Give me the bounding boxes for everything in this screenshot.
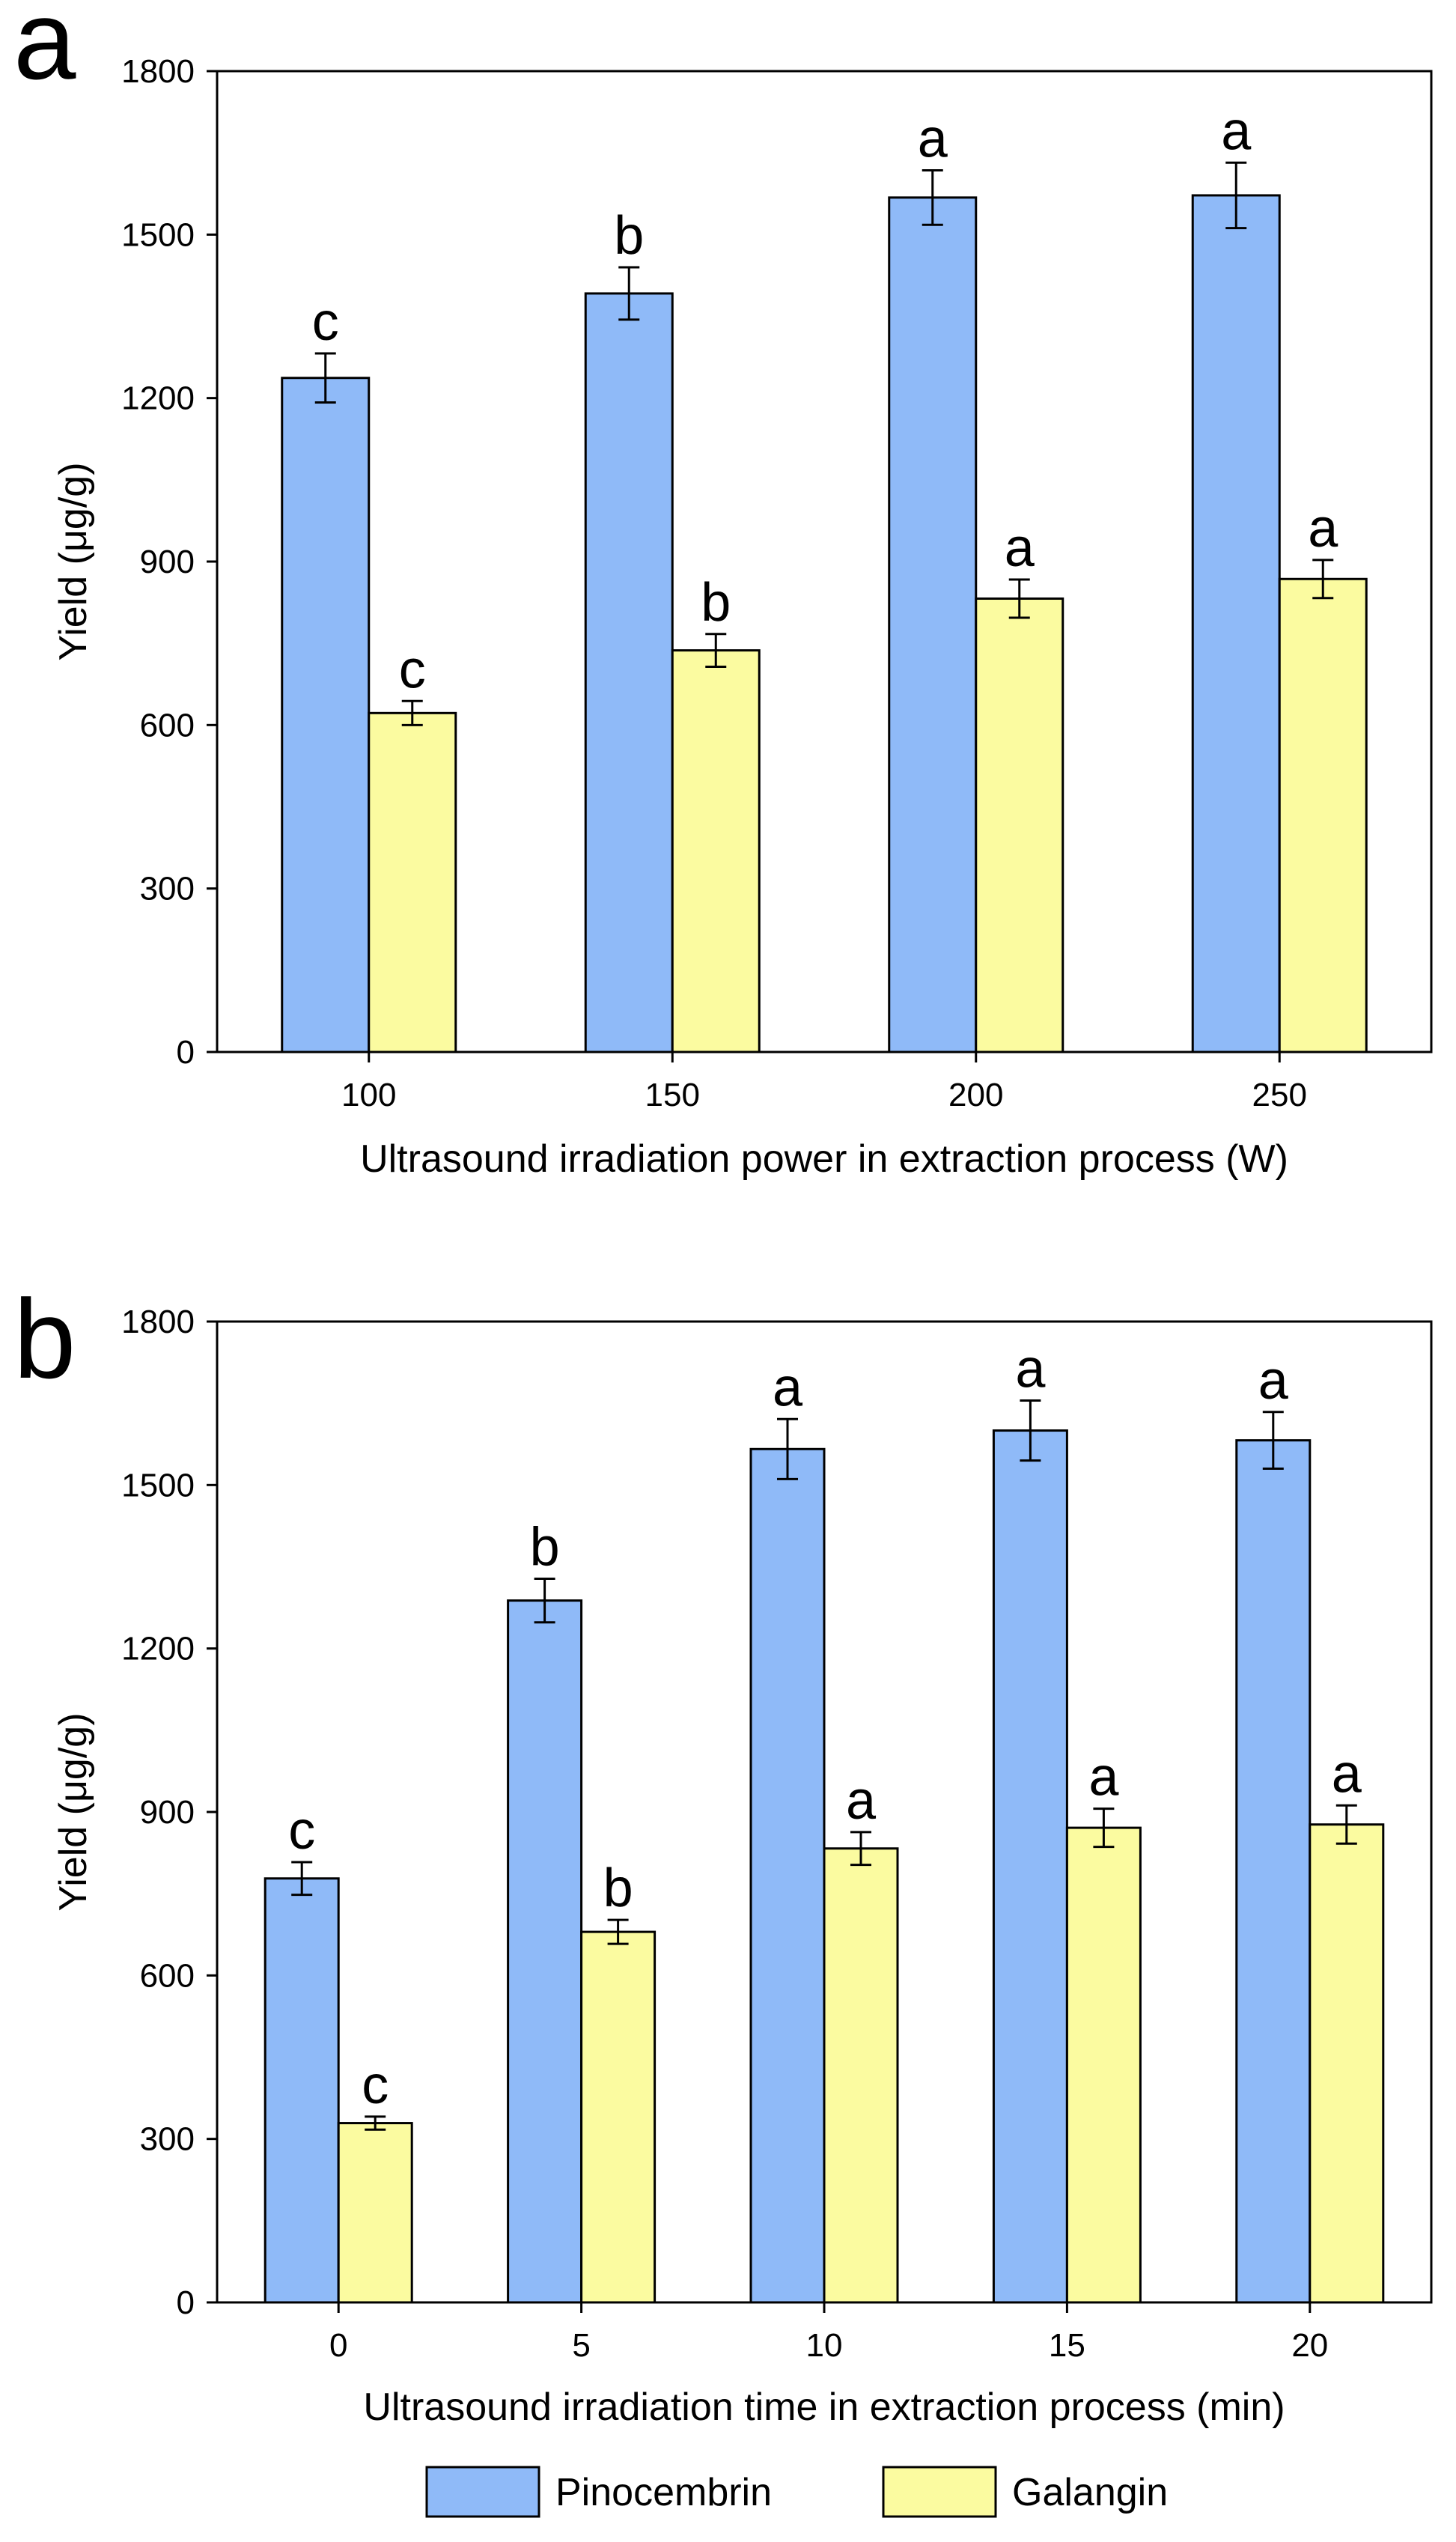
bar-galangin-0 <box>337 2122 413 2304</box>
significance-letter: c <box>362 2055 389 2115</box>
bar-pinocembrin-0 <box>264 1877 340 2304</box>
x-tick-label: 15 <box>1049 2327 1085 2364</box>
y-tick-label: 600 <box>140 707 195 744</box>
bar-galangin-250 <box>1278 577 1368 1053</box>
significance-letter: c <box>288 1801 315 1861</box>
chart-panel-a: a c b a a c b a a 0 300 600 900 1200 1500 1800 100 150 200… <box>13 0 1433 1181</box>
x-tick-label: 5 <box>572 2327 590 2364</box>
significance-letter: a <box>1258 1351 1289 1411</box>
x-tick-label: 250 <box>1252 1077 1307 1113</box>
bar-galangin-100 <box>368 711 457 1053</box>
bar-pinocembrin-100 <box>281 377 371 1053</box>
significance-letter: a <box>1088 1748 1119 1807</box>
y-tick-label: 0 <box>177 2284 195 2321</box>
bar-pinocembrin-200 <box>888 196 978 1053</box>
significance-letter: c <box>399 639 426 699</box>
x-axis-title: Ultrasound irradiation power in extracti… <box>360 1137 1288 1181</box>
x-tick-label: 0 <box>329 2327 347 2364</box>
significance-letter: b <box>701 573 731 633</box>
y-axis-title: Yield (μg/g) <box>52 462 95 660</box>
panel-letter: a <box>13 0 76 103</box>
chart-panel-b: b c b a a a c b a a a 0 300 600 900 1200 1500 1800 0 5 10 15 2… <box>13 1276 1433 2429</box>
bar-pinocembrin-20 <box>1235 1439 1312 2304</box>
y-tick-label: 1500 <box>121 1467 195 1503</box>
y-tick-label: 1200 <box>121 380 195 417</box>
significance-letter: a <box>1015 1340 1046 1399</box>
x-tick-label: 100 <box>341 1077 396 1113</box>
panel-letter: b <box>13 1276 76 1402</box>
x-tick-label: 20 <box>1291 2327 1328 2364</box>
bar-galangin-15 <box>1065 1826 1142 2304</box>
x-tick-label: 200 <box>948 1077 1003 1113</box>
significance-letter: a <box>1005 518 1035 578</box>
significance-letter: b <box>603 1858 633 1918</box>
y-tick-label: 900 <box>140 1794 195 1831</box>
bar-pinocembrin-150 <box>584 292 674 1053</box>
bar-pinocembrin-5 <box>507 1599 583 2304</box>
bar-galangin-200 <box>975 597 1064 1053</box>
legend-swatch-galangin <box>882 2466 997 2518</box>
significance-letter: a <box>918 109 948 168</box>
bar-galangin-10 <box>823 1847 899 2304</box>
y-tick-label: 0 <box>177 1034 195 1071</box>
significance-letter: a <box>1308 499 1338 559</box>
bar-galangin-20 <box>1309 1823 1385 2304</box>
y-tick-label: 1500 <box>121 216 195 253</box>
legend-label-galangin: Galangin <box>1012 2471 1168 2514</box>
y-tick-label: 1200 <box>121 1631 195 1667</box>
legend-label-pinocembrin: Pinocembrin <box>555 2471 772 2514</box>
y-tick-label: 300 <box>140 2121 195 2158</box>
y-tick-label: 300 <box>140 871 195 907</box>
x-tick-label: 150 <box>645 1077 700 1113</box>
significance-letter: b <box>530 1518 560 1578</box>
legend-swatch-pinocembrin <box>425 2466 540 2518</box>
y-axis-title: Yield (μg/g) <box>52 1712 95 1911</box>
bar-pinocembrin-10 <box>749 1447 826 2304</box>
significance-letter: a <box>1221 101 1252 161</box>
bar-galangin-150 <box>671 649 761 1053</box>
y-tick-label: 1800 <box>121 1304 195 1340</box>
bar-galangin-5 <box>580 1930 657 2304</box>
x-tick-label: 10 <box>806 2327 843 2364</box>
x-axis-title: Ultrasound irradiation time in extractio… <box>363 2386 1285 2429</box>
y-tick-label: 900 <box>140 544 195 580</box>
significance-letter: c <box>312 292 339 352</box>
bar-pinocembrin-250 <box>1191 194 1281 1053</box>
significance-letter: a <box>773 1357 803 1417</box>
y-tick-label: 600 <box>140 1957 195 1994</box>
significance-letter: a <box>846 1771 877 1831</box>
significance-letter: b <box>614 206 644 266</box>
significance-letter: a <box>1332 1744 1362 1804</box>
bar-pinocembrin-15 <box>992 1429 1068 2304</box>
legend: Pinocembrin Galangin <box>425 2466 1168 2518</box>
y-tick-label: 1800 <box>121 53 195 90</box>
